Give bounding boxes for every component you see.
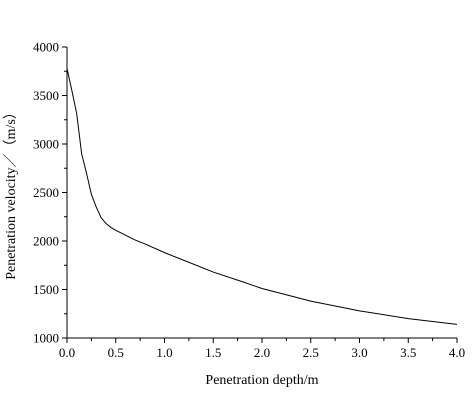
x-tick-label: 3.0: [351, 345, 367, 360]
x-tick-label: 1.0: [156, 345, 172, 360]
series-line: [66, 68, 458, 325]
y-tick-label: 2000: [33, 234, 59, 249]
x-tick-label: 3.5: [400, 345, 416, 360]
y-ticks: 1000 1500 2000 2500 3000 3500 4000: [33, 40, 67, 346]
y-tick-label: 4000: [33, 40, 59, 55]
y-tick-label: 1500: [33, 282, 59, 297]
y-tick-label: 2500: [33, 185, 59, 200]
y-tick-label: 3500: [33, 88, 59, 103]
x-tick-label: 0.0: [59, 345, 75, 360]
y-tick-label: 3000: [33, 137, 59, 152]
y-tick-label: 1000: [33, 331, 59, 346]
x-tick-label: 2.0: [254, 345, 270, 360]
x-tick-label: 0.5: [108, 345, 124, 360]
x-tick-label: 2.5: [303, 345, 319, 360]
x-axis-title: Penetration depth/m: [205, 373, 318, 388]
x-ticks: 0.0 0.5 1.0 1.5 2.0 2.5 3.0 3.5 4.0: [59, 338, 465, 360]
x-tick-label: 1.5: [205, 345, 221, 360]
x-tick-label: 4.0: [449, 345, 465, 360]
y-axis-title: Penetration velocity／（m/s）: [3, 105, 19, 280]
axes: [66, 47, 457, 339]
